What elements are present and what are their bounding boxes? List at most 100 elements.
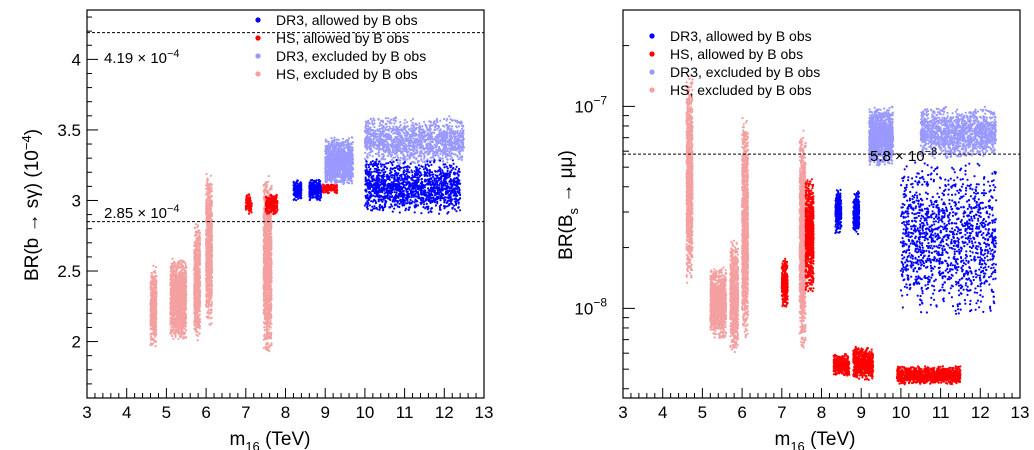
data-point	[197, 271, 200, 274]
data-point	[205, 301, 208, 305]
data-point	[210, 316, 213, 319]
data-point	[208, 282, 211, 285]
data-point	[175, 320, 178, 323]
data-point	[169, 306, 172, 309]
data-point	[198, 233, 201, 236]
data-point	[265, 217, 268, 220]
data-point	[267, 260, 270, 263]
data-point	[263, 326, 266, 329]
data-point	[206, 226, 209, 229]
data-point	[153, 302, 156, 305]
data-point	[150, 304, 153, 307]
data-point	[209, 291, 212, 294]
data-point	[184, 315, 187, 318]
data-point	[183, 336, 186, 339]
data-point	[150, 335, 153, 338]
data-point	[195, 255, 198, 258]
data-point	[154, 299, 157, 303]
data-point	[270, 344, 273, 347]
data-point	[263, 235, 266, 238]
data-point	[197, 229, 200, 232]
data-point	[169, 287, 172, 291]
data-point	[267, 292, 271, 295]
data-point	[150, 343, 153, 346]
data-point	[182, 301, 185, 304]
data-point	[205, 230, 208, 233]
data-point	[205, 218, 208, 221]
data-point	[177, 310, 180, 313]
data-point	[173, 292, 176, 295]
data-point	[264, 259, 267, 262]
data-point	[195, 285, 198, 288]
data-point	[207, 290, 210, 294]
data-point	[171, 269, 174, 272]
data-point	[270, 274, 273, 277]
data-point	[265, 274, 268, 277]
data-point	[209, 247, 212, 250]
data-point	[169, 291, 172, 295]
data-point	[208, 300, 211, 303]
data-point	[263, 223, 267, 226]
data-point	[193, 304, 196, 307]
data-point	[170, 321, 173, 324]
data-point	[152, 339, 155, 342]
data-point	[263, 328, 266, 331]
data-point	[263, 294, 266, 297]
data-point	[269, 290, 272, 293]
data-point	[208, 255, 211, 258]
data-point	[207, 312, 210, 315]
data-point	[194, 316, 197, 319]
data-point	[180, 300, 183, 303]
data-point	[182, 284, 185, 287]
data-point	[262, 290, 266, 293]
data-point	[174, 269, 177, 272]
data-point	[178, 260, 181, 263]
data-point	[170, 284, 173, 287]
data-point	[210, 235, 213, 238]
data-point	[196, 309, 199, 312]
data-point	[210, 215, 213, 218]
data-point	[197, 239, 200, 242]
data-point	[210, 212, 213, 215]
data-point	[266, 312, 269, 315]
data-point	[266, 294, 269, 297]
data-point	[267, 250, 270, 253]
data-point	[207, 194, 210, 197]
data-point	[205, 304, 208, 307]
data-point	[179, 308, 182, 311]
data-point	[197, 264, 200, 267]
data-point	[194, 252, 197, 255]
data-point	[269, 240, 272, 243]
data-point	[151, 293, 154, 297]
data-point	[267, 276, 270, 279]
data-point	[155, 293, 158, 296]
data-point	[266, 255, 269, 258]
data-point	[207, 261, 210, 264]
data-point	[173, 311, 176, 314]
data-point	[169, 297, 172, 300]
data-point	[263, 191, 266, 194]
data-point	[150, 312, 153, 315]
data-point	[266, 229, 269, 232]
data-point	[268, 224, 271, 228]
data-point	[151, 274, 154, 277]
data-point	[183, 327, 186, 330]
data-point	[267, 219, 270, 222]
data-point	[152, 264, 155, 267]
data-point	[182, 290, 185, 293]
data-point	[266, 304, 269, 307]
data-point	[269, 308, 272, 311]
data-point	[269, 222, 272, 225]
data-point	[193, 324, 196, 327]
data-point	[172, 337, 175, 340]
data-point	[210, 239, 213, 242]
data-point	[173, 275, 176, 278]
data-point	[270, 315, 273, 319]
data-point	[270, 235, 273, 238]
data-point	[176, 275, 179, 278]
data-point	[265, 248, 268, 251]
data-point	[262, 312, 265, 315]
data-point	[265, 283, 268, 286]
data-point	[194, 265, 197, 269]
data-point	[262, 197, 266, 201]
